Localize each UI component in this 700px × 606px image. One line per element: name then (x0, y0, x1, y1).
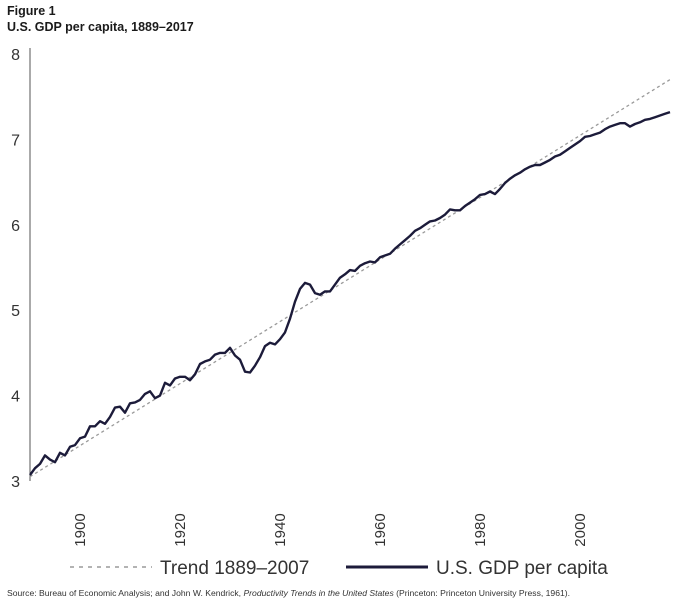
x-tick-label: 2000 (572, 513, 589, 546)
source-prefix: Source: Bureau of Economic Analysis; and… (7, 588, 244, 598)
figure-title: U.S. GDP per capita, 1889–2017 (7, 20, 194, 34)
y-tick-label: 7 (11, 132, 20, 149)
y-tick-label: 6 (11, 218, 20, 235)
y-tick-label: 3 (11, 474, 20, 491)
legend-trend-label: Trend 1889–2007 (160, 558, 309, 579)
x-tick-label: 1900 (72, 513, 89, 546)
x-tick-label: 1920 (172, 513, 189, 546)
figure-label: Figure 1 (7, 4, 56, 18)
source-note: Source: Bureau of Economic Analysis; and… (7, 588, 570, 598)
source-suffix: (Princeton: Princeton University Press, … (393, 588, 571, 598)
x-tick-label: 1960 (372, 513, 389, 546)
legend: Trend 1889–2007 U.S. GDP per capita (70, 558, 608, 579)
trend-line (29, 79, 671, 478)
legend-gdp-label: U.S. GDP per capita (436, 558, 608, 579)
y-tick-label: 4 (11, 389, 20, 406)
x-tick-label: 1940 (272, 513, 289, 546)
gdp-per-capita-line (29, 110, 671, 476)
y-tick-label: 8 (11, 47, 20, 64)
x-tick-label: 1980 (472, 513, 489, 546)
y-tick-label: 5 (11, 303, 20, 320)
source-book-title: Productivity Trends in the United States (243, 588, 394, 598)
